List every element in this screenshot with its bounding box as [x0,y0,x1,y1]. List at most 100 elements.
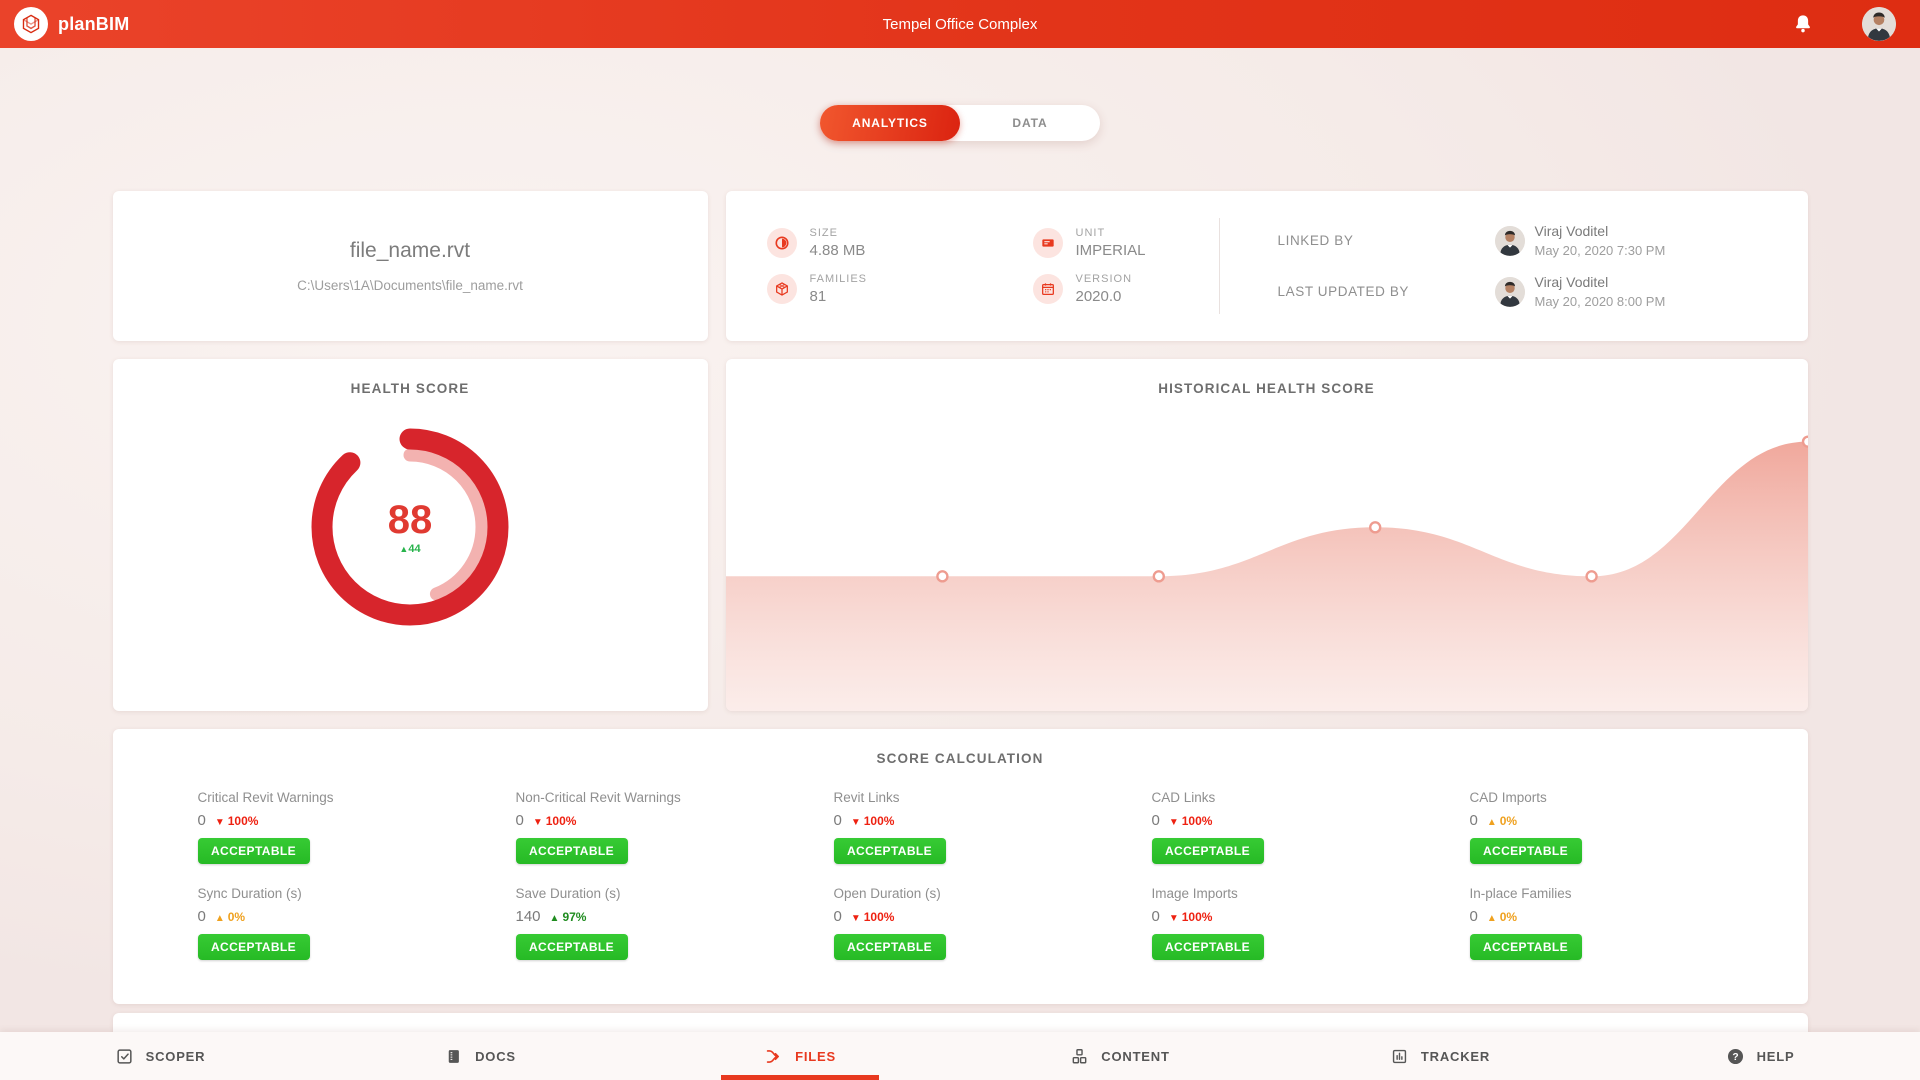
vertical-divider [1218,218,1220,314]
tab-analytics[interactable]: ANALYTICS [820,105,960,141]
nav-item-docs[interactable]: DOCS [320,1032,640,1080]
metric-value: 0 [1151,908,1160,925]
page-content: ANALYTICS DATA file_name.rvt C:\Users\1A… [112,105,1808,1035]
metric-status-badge: ACCEPTABLE [1151,934,1264,960]
meta-value: 81 [809,288,827,305]
metric-status-badge: ACCEPTABLE [833,838,946,864]
last-updated-label: LAST UPDATED BY [1277,284,1410,299]
notifications-bell-icon[interactable] [1792,13,1814,35]
nav-item-content[interactable]: CONTENT [960,1032,1280,1080]
metric-cad-imports: CAD Imports 0 ▲ 0% ACCEPTABLE [1469,790,1788,864]
historical-title: HISTORICAL HEALTH SCORE [1158,381,1375,396]
docs-icon [444,1047,463,1066]
score-calculation-card: SCORE CALCULATION Critical Revit Warning… [112,729,1808,1004]
metric-label: CAD Links [1151,790,1216,805]
user-avatar[interactable] [1862,7,1896,41]
families-icon [766,274,797,304]
delta-up-icon: ▲ [399,543,409,554]
linked-info: LINKED BY Viraj Voditel May 20, 2020 7:3… [1220,223,1808,309]
last-updated-row: LAST UPDATED BY Viraj Voditel May 20, 20… [1278,274,1808,309]
metric-trend-up: ▲ 0% [1486,909,1518,924]
meta-value: 4.88 MB [809,242,866,259]
help-icon: ? [1726,1047,1745,1066]
metric-trend-up: ▲ 0% [214,909,246,924]
tracker-icon [1390,1047,1409,1066]
nav-label: SCOPER [145,1048,206,1064]
metric-value: 0 [833,908,842,925]
health-score-title: HEALTH SCORE [350,381,470,396]
next-card-partially-hidden [112,1013,1808,1035]
linked-by-name: Viraj Voditel [1534,223,1609,239]
metrics-grid: Critical Revit Warnings 0 ▼ 100% ACCEPTAB… [113,766,1808,960]
nav-item-help[interactable]: ? HELP [1600,1032,1920,1080]
planbim-logo-icon [14,7,48,41]
linked-by-datetime: May 20, 2020 7:30 PM [1534,243,1666,258]
health-score-card: HEALTH SCORE 88 ▲44 [112,359,708,711]
app-name: planBIM [58,13,130,34]
metric-trend-down: ▼ 100% [850,813,895,828]
area-series [725,441,1808,711]
meta-item-families: FAMILIES 81 [766,273,1033,305]
file-info-card: file_name.rvt C:\Users\1A\Documents\file… [112,191,708,341]
metric-trend-up: ▲ 97% [549,909,587,924]
svg-text:?: ? [1732,1051,1738,1062]
metric-label: Non-Critical Revit Warnings [515,790,681,805]
metric-non-critical-revit-warnings: Non-Critical Revit Warnings 0 ▼ 100% ACCE… [515,790,834,864]
project-title: Tempel Office Complex [882,15,1038,33]
last-updated-avatar [1494,276,1525,307]
metric-sync-duration-s: Sync Duration (s) 0 ▲ 0% ACCEPTABLE [197,886,516,960]
metric-label: Open Duration (s) [833,886,941,901]
scoper-icon [115,1047,134,1066]
metric-trend-down: ▼ 100% [214,813,259,828]
app-header: planBIM Tempel Office Complex [0,0,1920,48]
metric-status-badge: ACCEPTABLE [1151,838,1264,864]
unit-icon [1032,228,1063,258]
donut-chart [311,428,509,626]
linked-by-user: Viraj Voditel May 20, 2020 7:30 PM [1494,223,1808,258]
nav-label: FILES [795,1048,836,1064]
content-icon [1070,1047,1089,1066]
meta-label: VERSION [1075,273,1133,285]
nav-label: HELP [1756,1048,1795,1064]
data-point-markers [935,435,1808,583]
score-calculation-title: SCORE CALCULATION [876,751,1044,766]
nav-item-tracker[interactable]: TRACKER [1280,1032,1600,1080]
metric-value: 0 [833,812,842,829]
meta-item-version: VERSION 2020.0 [1032,273,1219,305]
trend-up-arrow-icon: ▲ [549,912,560,924]
linked-by-row: LINKED BY Viraj Voditel May 20, 2020 7:3… [1278,223,1808,258]
metric-status-badge: ACCEPTABLE [197,934,310,960]
metric-trend-down: ▼ 100% [1168,813,1213,828]
metric-status-badge: ACCEPTABLE [1469,838,1582,864]
view-toggle: ANALYTICS DATA [820,105,1100,141]
trend-up-arrow-icon: ▲ [1486,816,1497,828]
nav-item-scoper[interactable]: SCOPER [0,1032,320,1080]
historical-health-score-card: HISTORICAL HEALTH SCORE [725,359,1808,711]
nav-label: CONTENT [1101,1048,1170,1064]
metric-save-duration-s: Save Duration (s) 140 ▲ 97% ACCEPTABLE [515,886,834,960]
donut-center: 88 ▲44 [305,422,515,632]
health-score-delta: ▲44 [399,542,421,555]
metric-image-imports: Image Imports 0 ▼ 100% ACCEPTABLE [1151,886,1470,960]
metric-value: 0 [1469,908,1478,925]
metric-cad-links: CAD Links 0 ▼ 100% ACCEPTABLE [1151,790,1470,864]
last-updated-user: Viraj Voditel May 20, 2020 8:00 PM [1494,274,1808,309]
metric-label: Revit Links [833,790,900,805]
file-name: file_name.rvt [349,239,471,262]
nav-item-files[interactable]: FILES [640,1032,960,1080]
metric-status-badge: ACCEPTABLE [197,838,310,864]
metric-trend-down: ▼ 100% [532,813,577,828]
metric-status-badge: ACCEPTABLE [1469,934,1582,960]
nav-label: TRACKER [1420,1048,1491,1064]
metric-value: 0 [197,812,206,829]
historical-area-chart [725,435,1808,711]
meta-value: IMPERIAL [1075,242,1146,259]
metric-revit-links: Revit Links 0 ▼ 100% ACCEPTABLE [833,790,1152,864]
metric-value: 0 [1469,812,1478,829]
tab-data[interactable]: DATA [960,105,1100,141]
metric-in-place-families: In-place Families 0 ▲ 0% ACCEPTABLE [1469,886,1788,960]
meta-label: FAMILIES [809,273,868,285]
size-icon [766,228,797,258]
meta-label: UNIT [1075,227,1106,239]
last-updated-name: Viraj Voditel [1534,274,1609,290]
